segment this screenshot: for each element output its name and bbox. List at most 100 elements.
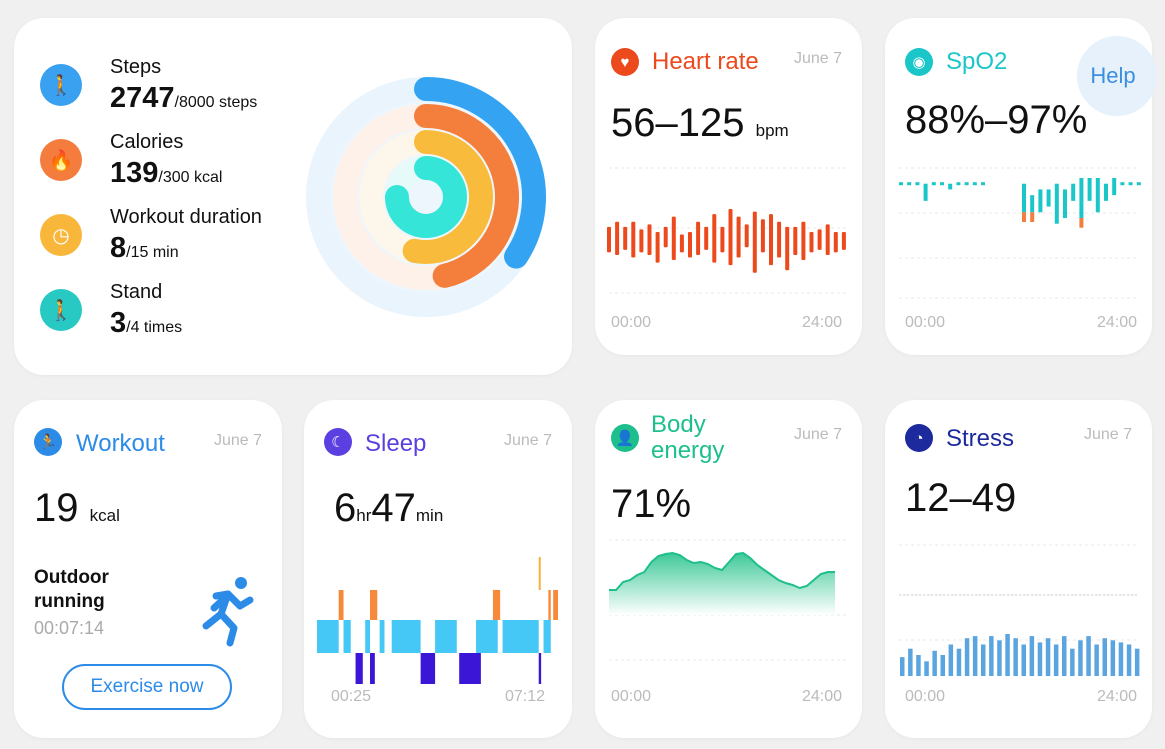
activity-unit: times xyxy=(139,319,183,336)
ring-progress-3 xyxy=(385,156,467,238)
activity-value: 139/300 kcal xyxy=(110,157,222,190)
spo2-low-bar xyxy=(1030,212,1035,222)
heart-rate-bar xyxy=(712,214,717,263)
spo2-card[interactable]: ◉ SpO2 Help 88%–97% 00:00 24:00 xyxy=(885,18,1157,355)
stress-bar xyxy=(964,638,970,676)
stress-bar xyxy=(997,640,1002,676)
stress-bar xyxy=(1013,638,1018,676)
spo2-point xyxy=(964,182,969,186)
sleep-stage-light xyxy=(435,620,457,653)
heart-rate-bar xyxy=(744,224,749,248)
heart-rate-bar xyxy=(817,229,822,250)
heart-rate-bar xyxy=(841,231,846,250)
spo2-bar xyxy=(1038,189,1043,213)
sleep-duration: 6hr47min xyxy=(334,486,443,531)
heart-rate-bar xyxy=(720,226,725,253)
activity-unit: steps xyxy=(214,94,258,111)
sleep-stage-light xyxy=(343,620,351,653)
activity-rings-card[interactable]: 🚶 Steps 2747/8000 steps 🔥 Calories 139/30… xyxy=(14,18,572,375)
spo2-bar xyxy=(1104,183,1108,201)
spo2-bar xyxy=(1087,178,1092,201)
spo2-low-bar xyxy=(1022,212,1026,222)
heart-rate-bar xyxy=(760,219,765,253)
sleep-stage-awake xyxy=(370,590,378,620)
heart-rate-bar xyxy=(793,226,798,255)
activity-goal: /4 xyxy=(126,319,140,336)
activity-label: Workout duration xyxy=(110,206,262,228)
help-button[interactable]: Help xyxy=(1077,36,1157,116)
stress-bar xyxy=(1070,648,1075,676)
spo2-point xyxy=(1120,182,1125,186)
activity-unit: min xyxy=(148,244,179,261)
x-axis-start: 00:00 xyxy=(905,688,946,705)
heart-rate-unit: bpm xyxy=(755,121,789,140)
stress-bar xyxy=(900,657,905,676)
stress-bar xyxy=(1029,636,1035,676)
sleep-card[interactable]: ☾ Sleep June 7 6hr47min 00:25 07:12 xyxy=(304,400,572,738)
exercise-now-button[interactable]: Exercise now xyxy=(62,664,232,710)
heart-rate-bar xyxy=(777,221,782,258)
sleep-hr-unit: hr xyxy=(356,506,372,525)
activity-label: Calories xyxy=(110,131,184,153)
stress-bar xyxy=(1110,640,1116,676)
stress-bar xyxy=(924,661,929,676)
workout-calories: 19 kcal xyxy=(34,486,120,531)
spo2-bar xyxy=(923,183,928,201)
heart-rate-chart xyxy=(607,167,847,294)
stress-gauge-icon: ◔ xyxy=(905,424,933,452)
stress-card[interactable]: ◔ Stress June 7 12–49 00:00 24:00 xyxy=(885,400,1152,738)
heart-rate-bar xyxy=(647,224,652,255)
sleep-stage-light xyxy=(543,620,549,653)
workout-activity-name: Outdoor running xyxy=(34,567,109,612)
ring-progress-0 xyxy=(414,77,546,269)
sleep-stage-deep xyxy=(370,653,375,684)
sleep-stage-awake xyxy=(553,590,558,620)
heart-rate-bar xyxy=(671,216,676,261)
heart-rate-bar xyxy=(825,224,830,255)
heart-rate-title: Heart rate xyxy=(652,48,759,75)
heart-rate-bar xyxy=(736,216,741,258)
spo2-bar xyxy=(1112,178,1117,196)
body-energy-date: June 7 xyxy=(793,426,842,443)
heart-icon: ♥ xyxy=(611,48,639,76)
stress-bar xyxy=(1021,644,1026,676)
sleep-stage-light xyxy=(476,620,498,653)
workout-value: 19 xyxy=(34,486,79,530)
stress-range: 12–49 xyxy=(905,476,1017,520)
sleep-stage-deep xyxy=(355,653,363,684)
heart-rate-date: June 7 xyxy=(793,50,842,67)
stress-bar xyxy=(1053,644,1059,676)
sleep-stage-light xyxy=(365,620,371,653)
body-energy-card[interactable]: 👤 Body energy June 7 71% 00:00 24:00 xyxy=(595,400,862,738)
sleep-minutes: 47 xyxy=(371,486,416,530)
workout-card[interactable]: 🏃 Workout June 7 19 kcal Outdoor running… xyxy=(14,400,282,738)
stress-bar xyxy=(1062,636,1067,676)
heart-rate-bar xyxy=(704,226,709,250)
stress-bar xyxy=(1118,642,1124,676)
spo2-point xyxy=(1136,182,1141,186)
heart-rate-bar xyxy=(809,231,814,253)
stress-bar xyxy=(1126,644,1132,676)
body-energy-area xyxy=(609,553,835,615)
stress-chart xyxy=(899,544,1140,676)
spo2-point xyxy=(907,182,912,186)
heart-rate-bar xyxy=(833,231,838,253)
activity-current: 139 xyxy=(110,157,159,189)
stress-title: Stress xyxy=(946,425,1015,452)
ring-progress-2 xyxy=(402,130,493,264)
spo2-point xyxy=(931,182,936,186)
spo2-bar xyxy=(1030,195,1035,213)
spo2-point xyxy=(981,182,985,186)
heart-rate-bar xyxy=(623,226,628,250)
stress-bar xyxy=(1086,636,1091,676)
heart-rate-range: 56–125 bpm xyxy=(611,101,789,146)
heart-rate-bar xyxy=(752,211,757,273)
x-axis-end: 24:00 xyxy=(1096,688,1137,705)
spo2-point xyxy=(972,182,977,186)
activity-goal: /15 xyxy=(126,244,149,261)
sleep-title: Sleep xyxy=(365,430,427,457)
activity-unit: kcal xyxy=(189,169,223,186)
heart-rate-card[interactable]: ♥ Heart rate June 7 56–125 bpm 00:00 24:… xyxy=(595,18,862,355)
activity-current: 2747 xyxy=(110,82,175,114)
spo2-point xyxy=(940,182,944,186)
